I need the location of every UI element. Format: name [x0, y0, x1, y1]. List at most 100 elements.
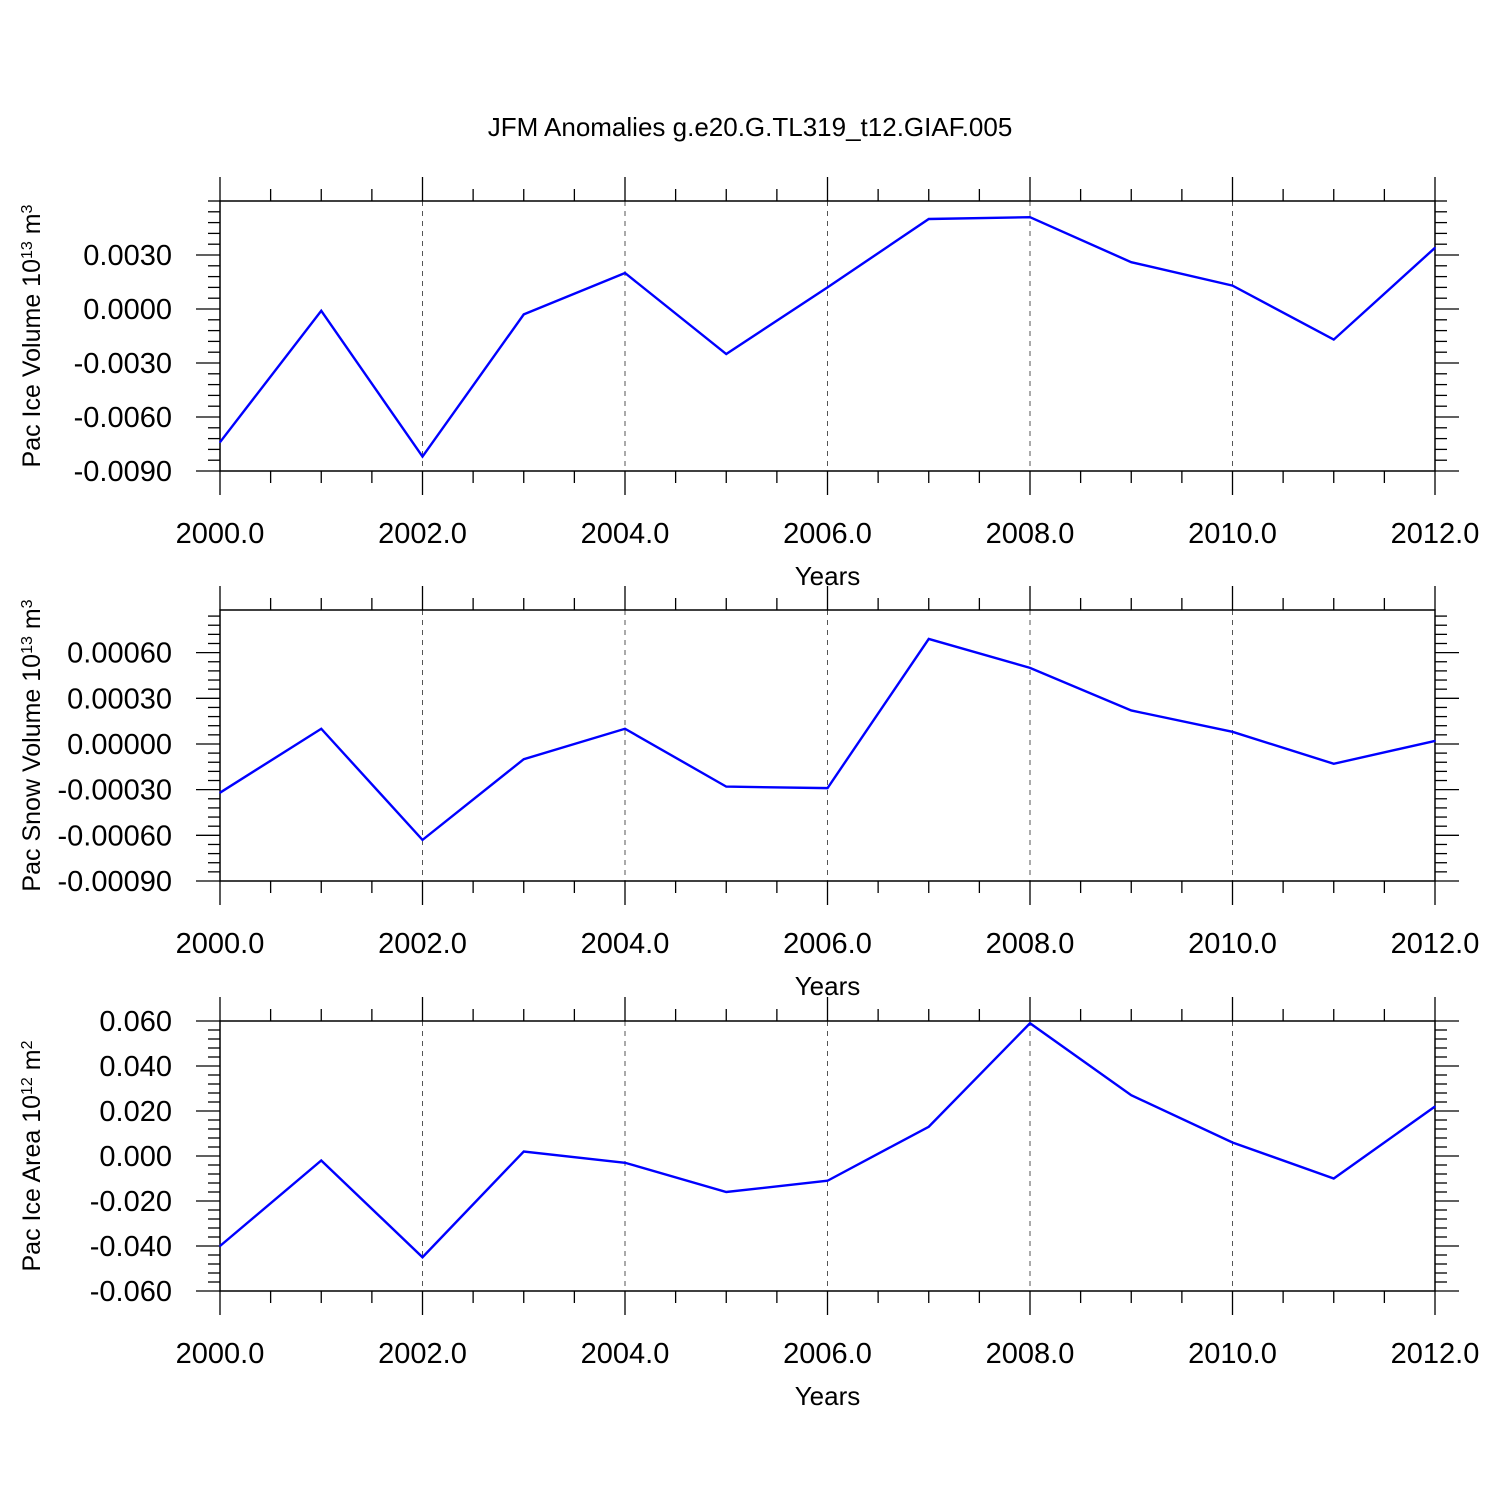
y-tick-label: -0.020	[90, 1186, 172, 1218]
y-axis-label: Pac Ice Volume 1013 m3	[18, 204, 46, 467]
data-point	[1434, 1105, 1436, 1108]
y-tick-label: -0.0060	[74, 402, 172, 434]
y-tick-label: -0.00030	[58, 775, 173, 807]
y-tick-label: -0.0090	[74, 456, 172, 488]
y-axis-label-superscript: 13	[19, 636, 36, 654]
x-tick-label: 2004.0	[581, 518, 670, 550]
data-point	[1029, 667, 1031, 669]
x-tick-label: 2004.0	[581, 928, 670, 960]
chart-title: JFM Anomalies g.e20.G.TL319_t12.GIAF.005	[487, 112, 1013, 142]
data-point	[421, 839, 424, 841]
y-axis-label: Pac Ice Area 1012 m2	[18, 1040, 46, 1271]
x-tick-label: 2000.0	[176, 1338, 265, 1370]
y-tick-label: 0.040	[99, 1051, 172, 1083]
data-point	[1231, 284, 1234, 287]
y-axis-label-part: m	[18, 608, 46, 636]
y-axis-label-part: Pac Ice Area 10	[18, 1095, 46, 1272]
y-axis-label: Pac Snow Volume 1013 m3	[18, 599, 46, 891]
x-tick-label: 2010.0	[1188, 1338, 1277, 1370]
x-axis-label: Years	[795, 1381, 861, 1411]
y-axis-label-part: m	[18, 1049, 46, 1077]
data-point	[1332, 762, 1335, 765]
y-axis-label-superscript: 3	[19, 599, 36, 608]
x-tick-label: 2000.0	[176, 928, 265, 960]
y-tick-label: 0.00000	[67, 729, 172, 761]
data-point	[320, 310, 323, 312]
data-point	[927, 638, 930, 640]
y-tick-label: 0.020	[99, 1096, 172, 1128]
x-tick-label: 2006.0	[783, 1338, 872, 1370]
data-point	[725, 1191, 728, 1193]
y-tick-label: -0.040	[90, 1231, 172, 1263]
series-line	[219, 637, 1436, 842]
y-tick-label: -0.060	[90, 1276, 172, 1308]
data-point	[1332, 1177, 1335, 1180]
x-tick-label: 2000.0	[176, 518, 265, 550]
data-point	[219, 441, 221, 444]
data-point	[1029, 1022, 1031, 1025]
data-point	[522, 758, 525, 761]
data-point	[1434, 740, 1436, 742]
data-point	[725, 353, 728, 355]
y-tick-label: 0.060	[99, 1006, 172, 1038]
data-point	[1130, 709, 1133, 712]
data-point	[725, 785, 728, 788]
x-tick-label: 2008.0	[986, 1338, 1075, 1370]
y-tick-label: 0.0000	[83, 294, 172, 326]
data-point	[1130, 1094, 1133, 1097]
y-tick-label: 0.00060	[67, 638, 172, 670]
y-tick-label: 0.00030	[67, 683, 172, 715]
chart-panel-2: -0.00090 -0.00060 -0.00030 0.00000 0.00030 0.…	[18, 586, 1479, 1001]
data-point	[1231, 730, 1234, 733]
data-point	[421, 1256, 424, 1259]
data-point	[624, 1161, 626, 1164]
data-point	[927, 218, 930, 220]
data-point	[522, 313, 525, 316]
x-tick-label: 2010.0	[1188, 928, 1277, 960]
x-tick-label: 2002.0	[378, 1338, 467, 1370]
y-axis-label-part: Pac Ice Volume 10	[18, 259, 46, 467]
x-tick-label: 2008.0	[986, 928, 1075, 960]
data-point	[1029, 216, 1031, 218]
data-point	[320, 727, 323, 730]
y-tick-label: 0.000	[99, 1141, 172, 1173]
y-tick-label: -0.00060	[58, 820, 173, 852]
y-axis-label-superscript: 3	[19, 204, 36, 213]
data-point	[624, 272, 626, 274]
x-axis-label: Years	[795, 971, 861, 1001]
x-tick-label: 2006.0	[783, 928, 872, 960]
data-point	[219, 1245, 221, 1247]
y-axis-label-part: m	[18, 213, 46, 241]
data-point	[1231, 1141, 1234, 1144]
data-point	[421, 455, 424, 458]
x-tick-label: 2008.0	[986, 518, 1075, 550]
data-point	[219, 791, 221, 794]
x-tick-label: 2004.0	[581, 1338, 670, 1370]
data-point	[624, 727, 626, 730]
data-point	[826, 286, 829, 289]
chart-panel-3: -0.060 -0.040 -0.020 0.000 0.020 0.040 0.060 20…	[18, 997, 1479, 1411]
y-axis-label-part: Pac Snow Volume 10	[18, 654, 46, 892]
x-tick-label: 2012.0	[1391, 1338, 1480, 1370]
x-tick-label: 2002.0	[378, 518, 467, 550]
y-axis-label-superscript: 13	[19, 241, 36, 259]
y-tick-label: -0.0030	[74, 348, 172, 380]
x-tick-label: 2010.0	[1188, 518, 1277, 550]
data-point	[1130, 261, 1133, 264]
y-tick-label: -0.00090	[58, 866, 173, 898]
chart-panel-1: -0.0090 -0.0060 -0.0030 0.0000 0.0030 2000.0 2…	[18, 177, 1479, 591]
x-tick-label: 2012.0	[1391, 518, 1480, 550]
y-tick-label: 0.0030	[83, 240, 172, 272]
x-tick-label: 2002.0	[378, 928, 467, 960]
x-tick-label: 2006.0	[783, 518, 872, 550]
data-point	[927, 1125, 930, 1128]
y-axis-label-superscript: 2	[19, 1040, 36, 1049]
data-point	[1434, 247, 1436, 249]
data-point	[826, 787, 829, 789]
data-point	[320, 1159, 323, 1162]
data-point	[1332, 338, 1335, 341]
data-point	[522, 1150, 525, 1153]
y-axis-label-superscript: 12	[19, 1077, 36, 1095]
data-point	[826, 1179, 829, 1182]
